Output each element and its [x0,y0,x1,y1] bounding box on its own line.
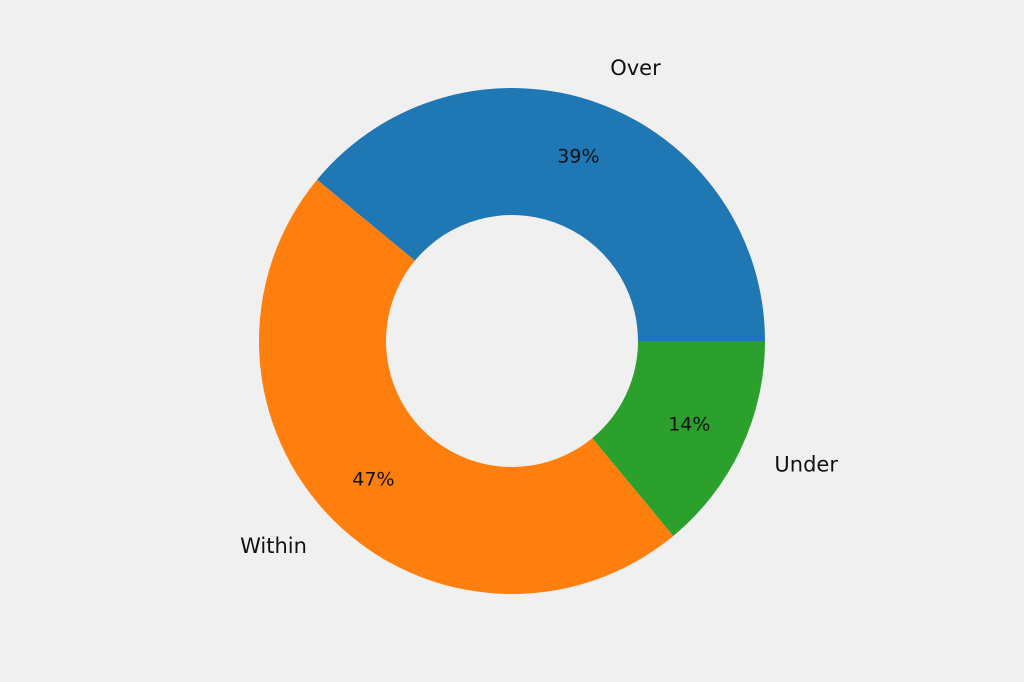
slice-within [258,179,674,595]
category-label-under: Under [774,452,838,476]
pct-label-over: 39% [557,146,599,168]
category-label-over: Over [610,56,661,80]
category-label-within: Within [240,534,307,558]
pct-label-within: 47% [352,469,394,491]
slice-under [592,341,765,536]
pct-label-under: 14% [668,413,710,435]
slice-over [317,88,765,341]
